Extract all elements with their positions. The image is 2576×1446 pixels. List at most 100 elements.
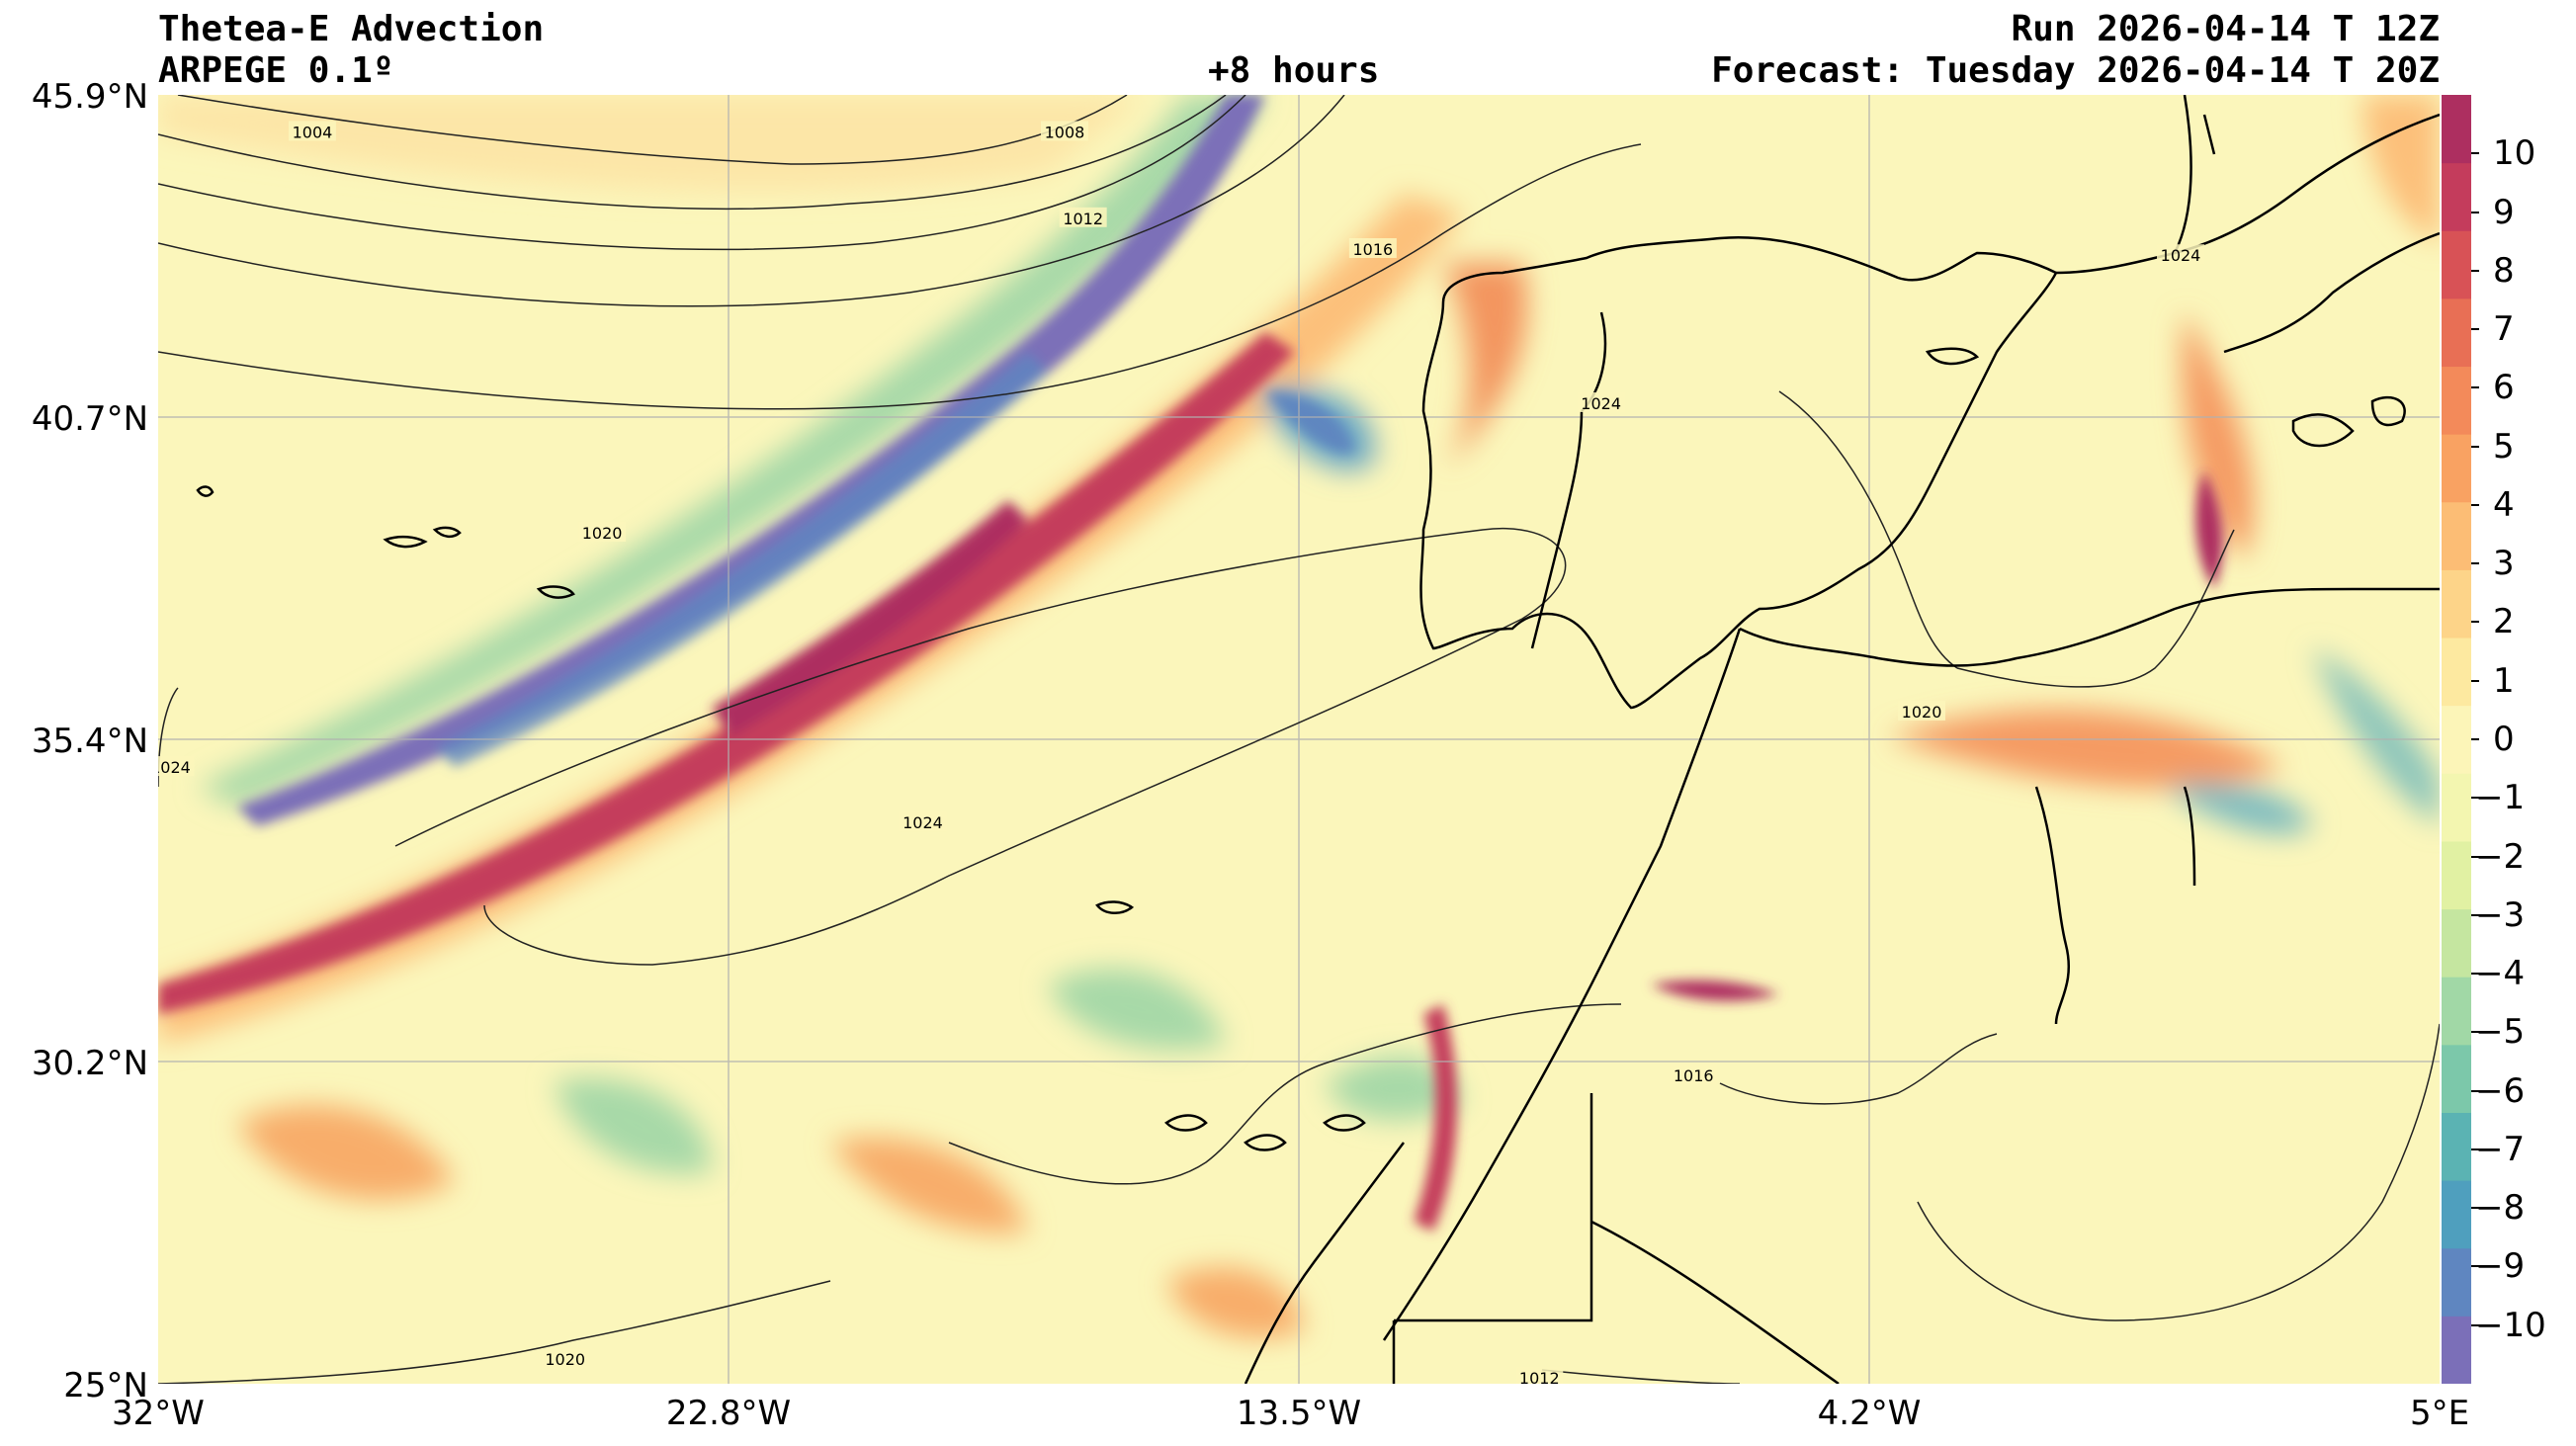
- isobar-label-bg: [1577, 391, 1625, 412]
- colorbar-tick-mark: [2471, 562, 2479, 565]
- colorbar-tick-label: 10: [2493, 133, 2536, 174]
- colorbar-segment: [2442, 95, 2471, 164]
- colorbar-tick-mark: [2471, 797, 2479, 800]
- map-panel[interactable]: 1004 1008 1012 1016 1020 1024 1024 1024 1024 1020…: [158, 95, 2440, 1384]
- colorbar-tick-mark: [2471, 269, 2479, 272]
- colorbar-tick-mark: [2471, 503, 2479, 506]
- colorbar-tick-label: −1: [2475, 778, 2526, 818]
- model-label: ARPEGE 0.1º: [158, 50, 394, 91]
- isobar-label-bg: [1348, 237, 1397, 258]
- colorbar-tick-label: 9: [2493, 192, 2515, 232]
- colorbar-tick-mark: [2471, 1089, 2479, 1092]
- isobar-label: 1024: [158, 758, 191, 777]
- colorbar-segment: [2442, 1247, 2471, 1317]
- colorbar-segment: [2442, 977, 2471, 1046]
- colorbar-tick-label: −9: [2475, 1246, 2526, 1287]
- isobar-label-bg: [541, 1348, 589, 1369]
- map-title: Thetea-E Advection: [158, 9, 545, 49]
- colorbar-segment: [2442, 162, 2471, 231]
- colorbar-tick-label: 1: [2493, 660, 2515, 701]
- lat-tick-label: 30.2°N: [31, 1044, 148, 1083]
- isobar-label: 1020: [1902, 703, 1942, 722]
- isobar-label: 1016: [1674, 1066, 1714, 1085]
- colorbar-tick-label: −10: [2475, 1305, 2546, 1345]
- colorbar-tick-label: −5: [2475, 1012, 2526, 1053]
- colorbar-tick-label: 0: [2493, 720, 2515, 759]
- isobar-label-bg: [288, 121, 336, 141]
- colorbar-tick-label: 4: [2493, 484, 2515, 525]
- lon-tick-label: 5°E: [2409, 1394, 2470, 1433]
- colorbar-segment: [2442, 298, 2471, 368]
- lon-tick-label: 32°W: [112, 1394, 205, 1433]
- isobar-label-bg: [1059, 207, 1107, 227]
- isobar-label: 1012: [1063, 210, 1103, 228]
- colorbar-segment: [2442, 1316, 2471, 1384]
- colorbar-tick-mark: [2471, 1207, 2479, 1210]
- colorbar-segment: [2442, 773, 2471, 842]
- colorbar-segment: [2442, 366, 2471, 435]
- lon-tick-label: 4.2°W: [1817, 1394, 1922, 1433]
- isobar-label-bg: [2157, 244, 2205, 265]
- lat-tick-label: 35.4°N: [31, 722, 148, 761]
- colorbar-segment: [2442, 501, 2471, 570]
- lon-tick-label: 22.8°W: [665, 1394, 792, 1433]
- colorbar-tick-label: −6: [2475, 1070, 2526, 1111]
- colorbar-tick-label: −4: [2475, 954, 2526, 994]
- colorbar-tick-mark: [2471, 1323, 2479, 1326]
- isobar-label: 1024: [1581, 394, 1621, 413]
- colorbar-tick-label: −2: [2475, 836, 2526, 877]
- colorbar-tick-label: 5: [2493, 426, 2515, 467]
- colorbar-tick-mark: [2471, 152, 2479, 155]
- colorbar-tick-label: 8: [2493, 250, 2515, 291]
- isobar-label-bg: [1670, 1064, 1718, 1085]
- gridlines: [158, 95, 2440, 1384]
- colorbar-tick-mark: [2471, 679, 2479, 682]
- run-label: Run 2026-04-14 T 12Z: [2011, 9, 2440, 49]
- isobar-label-bg: [1040, 121, 1088, 141]
- isobar-label-bg: [158, 756, 195, 777]
- colorbar-tick-label: −8: [2475, 1188, 2526, 1229]
- colorbar-segment: [2442, 230, 2471, 299]
- colorbar-segment: [2442, 1112, 2471, 1181]
- colorbar-tick-label: −3: [2475, 894, 2526, 935]
- isobar-label-bg: [1898, 700, 1946, 721]
- forecast-label: Forecast: Tuesday 2026-04-14 T 20Z: [1711, 50, 2440, 91]
- isobar-label: 1020: [582, 524, 623, 543]
- isobar-label: 1004: [293, 123, 333, 141]
- colorbar-tick-mark: [2471, 1265, 2479, 1268]
- coastlines: [196, 95, 2440, 1384]
- colorbar-tick-mark: [2471, 1148, 2479, 1150]
- colorbar-segment: [2442, 569, 2471, 638]
- colorbar-strip: [2442, 95, 2471, 1384]
- isobar-label-bg: [578, 521, 627, 542]
- colorbar-segment: [2442, 705, 2471, 774]
- colorbar-segment: [2442, 1180, 2471, 1249]
- colorbar-tick-mark: [2471, 913, 2479, 916]
- isobar-label: 1016: [1352, 240, 1393, 259]
- lat-tick-label: 40.7°N: [31, 399, 148, 439]
- isobar-label: 1024: [902, 813, 943, 832]
- colorbar-segment: [2442, 434, 2471, 503]
- colorbar-tick-label: 3: [2493, 544, 2515, 584]
- colorbar-tick-mark: [2471, 738, 2479, 740]
- colorbar-segment: [2442, 638, 2471, 707]
- colorbar-segment: [2442, 1044, 2471, 1113]
- colorbar-tick-mark: [2471, 621, 2479, 624]
- colorbar-tick-mark: [2471, 973, 2479, 976]
- colorbar-tick-mark: [2471, 1031, 2479, 1034]
- lon-tick-label: 13.5°W: [1236, 1394, 1362, 1433]
- colorbar-tick-label: 2: [2493, 602, 2515, 642]
- colorbar-tick-mark: [2471, 211, 2479, 213]
- isobar-label: 1012: [1519, 1369, 1560, 1384]
- colorbar-tick-label: 6: [2493, 368, 2515, 408]
- isobar-label-bg: [1515, 1366, 1564, 1384]
- lat-tick-label: 45.9°N: [31, 77, 148, 117]
- colorbar-tick-label: 7: [2493, 309, 2515, 350]
- colorbar-tick-mark: [2471, 328, 2479, 331]
- colorbar-tick-mark: [2471, 855, 2479, 858]
- isobar-label: 1008: [1045, 123, 1085, 141]
- isobar-label: 1024: [2161, 246, 2201, 265]
- map-canvas[interactable]: 1004 1008 1012 1016 1020 1024 1024 1024 1024 1020…: [158, 95, 2440, 1384]
- lat-tick-label: 25°N: [63, 1366, 148, 1405]
- colorbar-segment: [2442, 840, 2471, 910]
